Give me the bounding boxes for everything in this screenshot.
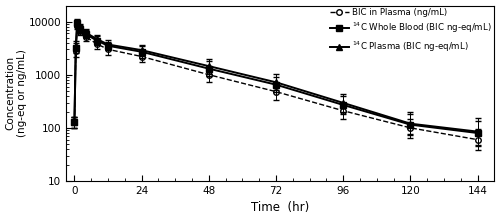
$^{14}$C Plasma (BIC ng-eq/mL) — [77, 26, 83, 29]
Line: BIC in Plasma (ng/mL): BIC in Plasma (ng/mL) — [72, 23, 480, 142]
BIC in Plasma (ng/mL) — [206, 73, 212, 76]
BIC in Plasma (ng/mL) — [77, 30, 83, 33]
$^{14}$C Plasma (BIC ng-eq/mL) — [72, 121, 78, 123]
BIC in Plasma (ng/mL) — [340, 109, 346, 112]
$^{14}$C Plasma (BIC ng-eq/mL) — [74, 21, 80, 23]
$^{14}$C Whole Blood (BIC ng-eq/mL) — [408, 123, 414, 126]
$^{14}$C Whole Blood (BIC ng-eq/mL) — [138, 50, 144, 53]
Legend: BIC in Plasma (ng/mL), $^{14}$C Whole Blood (BIC ng-eq/mL), $^{14}$C Plasma (BIC: BIC in Plasma (ng/mL), $^{14}$C Whole Bl… — [329, 7, 492, 55]
$^{14}$C Plasma (BIC ng-eq/mL) — [273, 81, 279, 84]
Line: $^{14}$C Plasma (BIC ng-eq/mL): $^{14}$C Plasma (BIC ng-eq/mL) — [72, 19, 480, 134]
$^{14}$C Plasma (BIC ng-eq/mL) — [408, 122, 414, 125]
$^{14}$C Whole Blood (BIC ng-eq/mL) — [206, 67, 212, 70]
BIC in Plasma (ng/mL) — [72, 121, 78, 123]
$^{14}$C Whole Blood (BIC ng-eq/mL) — [73, 47, 79, 49]
Y-axis label: Concentration
(ng-eq or ng/mL): Concentration (ng-eq or ng/mL) — [6, 49, 27, 137]
$^{14}$C Plasma (BIC ng-eq/mL) — [94, 38, 100, 40]
$^{14}$C Plasma (BIC ng-eq/mL) — [73, 44, 79, 47]
BIC in Plasma (ng/mL) — [74, 25, 80, 28]
X-axis label: Time  (hr): Time (hr) — [251, 202, 310, 214]
$^{14}$C Plasma (BIC ng-eq/mL) — [138, 49, 144, 51]
BIC in Plasma (ng/mL) — [138, 55, 144, 58]
$^{14}$C Whole Blood (BIC ng-eq/mL) — [72, 121, 78, 123]
Line: $^{14}$C Whole Blood (BIC ng-eq/mL): $^{14}$C Whole Blood (BIC ng-eq/mL) — [72, 21, 480, 136]
$^{14}$C Plasma (BIC ng-eq/mL) — [82, 31, 88, 34]
$^{14}$C Whole Blood (BIC ng-eq/mL) — [474, 132, 480, 134]
$^{14}$C Whole Blood (BIC ng-eq/mL) — [82, 33, 88, 35]
BIC in Plasma (ng/mL) — [105, 48, 111, 51]
$^{14}$C Whole Blood (BIC ng-eq/mL) — [105, 44, 111, 47]
$^{14}$C Plasma (BIC ng-eq/mL) — [474, 130, 480, 133]
BIC in Plasma (ng/mL) — [408, 126, 414, 129]
BIC in Plasma (ng/mL) — [273, 90, 279, 93]
$^{14}$C Whole Blood (BIC ng-eq/mL) — [94, 39, 100, 42]
$^{14}$C Whole Blood (BIC ng-eq/mL) — [74, 22, 80, 25]
$^{14}$C Plasma (BIC ng-eq/mL) — [105, 43, 111, 46]
$^{14}$C Plasma (BIC ng-eq/mL) — [340, 102, 346, 104]
$^{14}$C Whole Blood (BIC ng-eq/mL) — [340, 104, 346, 106]
$^{14}$C Whole Blood (BIC ng-eq/mL) — [273, 83, 279, 86]
$^{14}$C Plasma (BIC ng-eq/mL) — [206, 65, 212, 68]
$^{14}$C Whole Blood (BIC ng-eq/mL) — [77, 28, 83, 30]
BIC in Plasma (ng/mL) — [82, 35, 88, 38]
BIC in Plasma (ng/mL) — [94, 43, 100, 45]
BIC in Plasma (ng/mL) — [73, 50, 79, 52]
BIC in Plasma (ng/mL) — [474, 138, 480, 141]
